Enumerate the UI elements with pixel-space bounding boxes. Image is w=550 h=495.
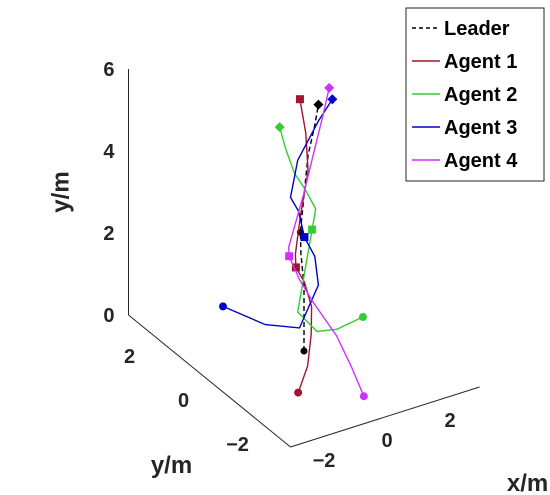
leader-start-point <box>300 347 308 355</box>
z-tick-label: 2 <box>103 223 114 245</box>
series-line-4 <box>287 87 365 397</box>
x-tick-label: −2 <box>313 450 336 472</box>
y-axis-label: y/m <box>151 452 192 479</box>
z-axis-label: y/m <box>48 171 75 212</box>
legend-label: Agent 4 <box>444 150 518 172</box>
z-tick-label: 0 <box>103 305 114 327</box>
z-tick-label: 4 <box>103 141 115 163</box>
series-start-point <box>358 313 367 321</box>
series-end-point <box>274 122 285 133</box>
series-end-point <box>327 94 338 105</box>
series-end-point <box>324 82 335 93</box>
series-line-2 <box>279 126 364 333</box>
axes-box <box>128 69 480 448</box>
leader-end-point <box>313 99 324 110</box>
legend-label: Leader <box>444 18 510 40</box>
legend: Leader Agent 1 Agent 2 Agent 3 Agent 4 <box>405 7 545 182</box>
y-tick-label: −2 <box>226 434 249 456</box>
x-tick-label: 2 <box>444 410 455 432</box>
series-start-point <box>359 392 368 401</box>
series-mid-point <box>300 233 309 242</box>
x-axis-line <box>290 386 480 448</box>
series-line-0 <box>299 104 320 351</box>
series-start-point <box>219 302 227 311</box>
x-axis-label: x/m <box>507 470 548 495</box>
legend-label: Agent 2 <box>444 84 517 106</box>
series-end-point <box>295 95 304 104</box>
series-layer <box>219 82 368 401</box>
z-tick-label: 6 <box>103 59 114 81</box>
y-tick-label: 0 <box>178 390 189 412</box>
series-mid-point <box>308 225 317 234</box>
y-tick-label: 2 <box>124 346 135 368</box>
legend-label: Agent 1 <box>444 51 517 73</box>
series-mid-point <box>285 252 294 261</box>
series-start-point <box>294 388 303 397</box>
x-tick-label: 0 <box>381 430 392 452</box>
series-line-3 <box>222 98 333 329</box>
legend-label: Agent 3 <box>444 117 517 139</box>
y-axis-line <box>128 314 291 448</box>
series-mid-point <box>291 263 300 272</box>
